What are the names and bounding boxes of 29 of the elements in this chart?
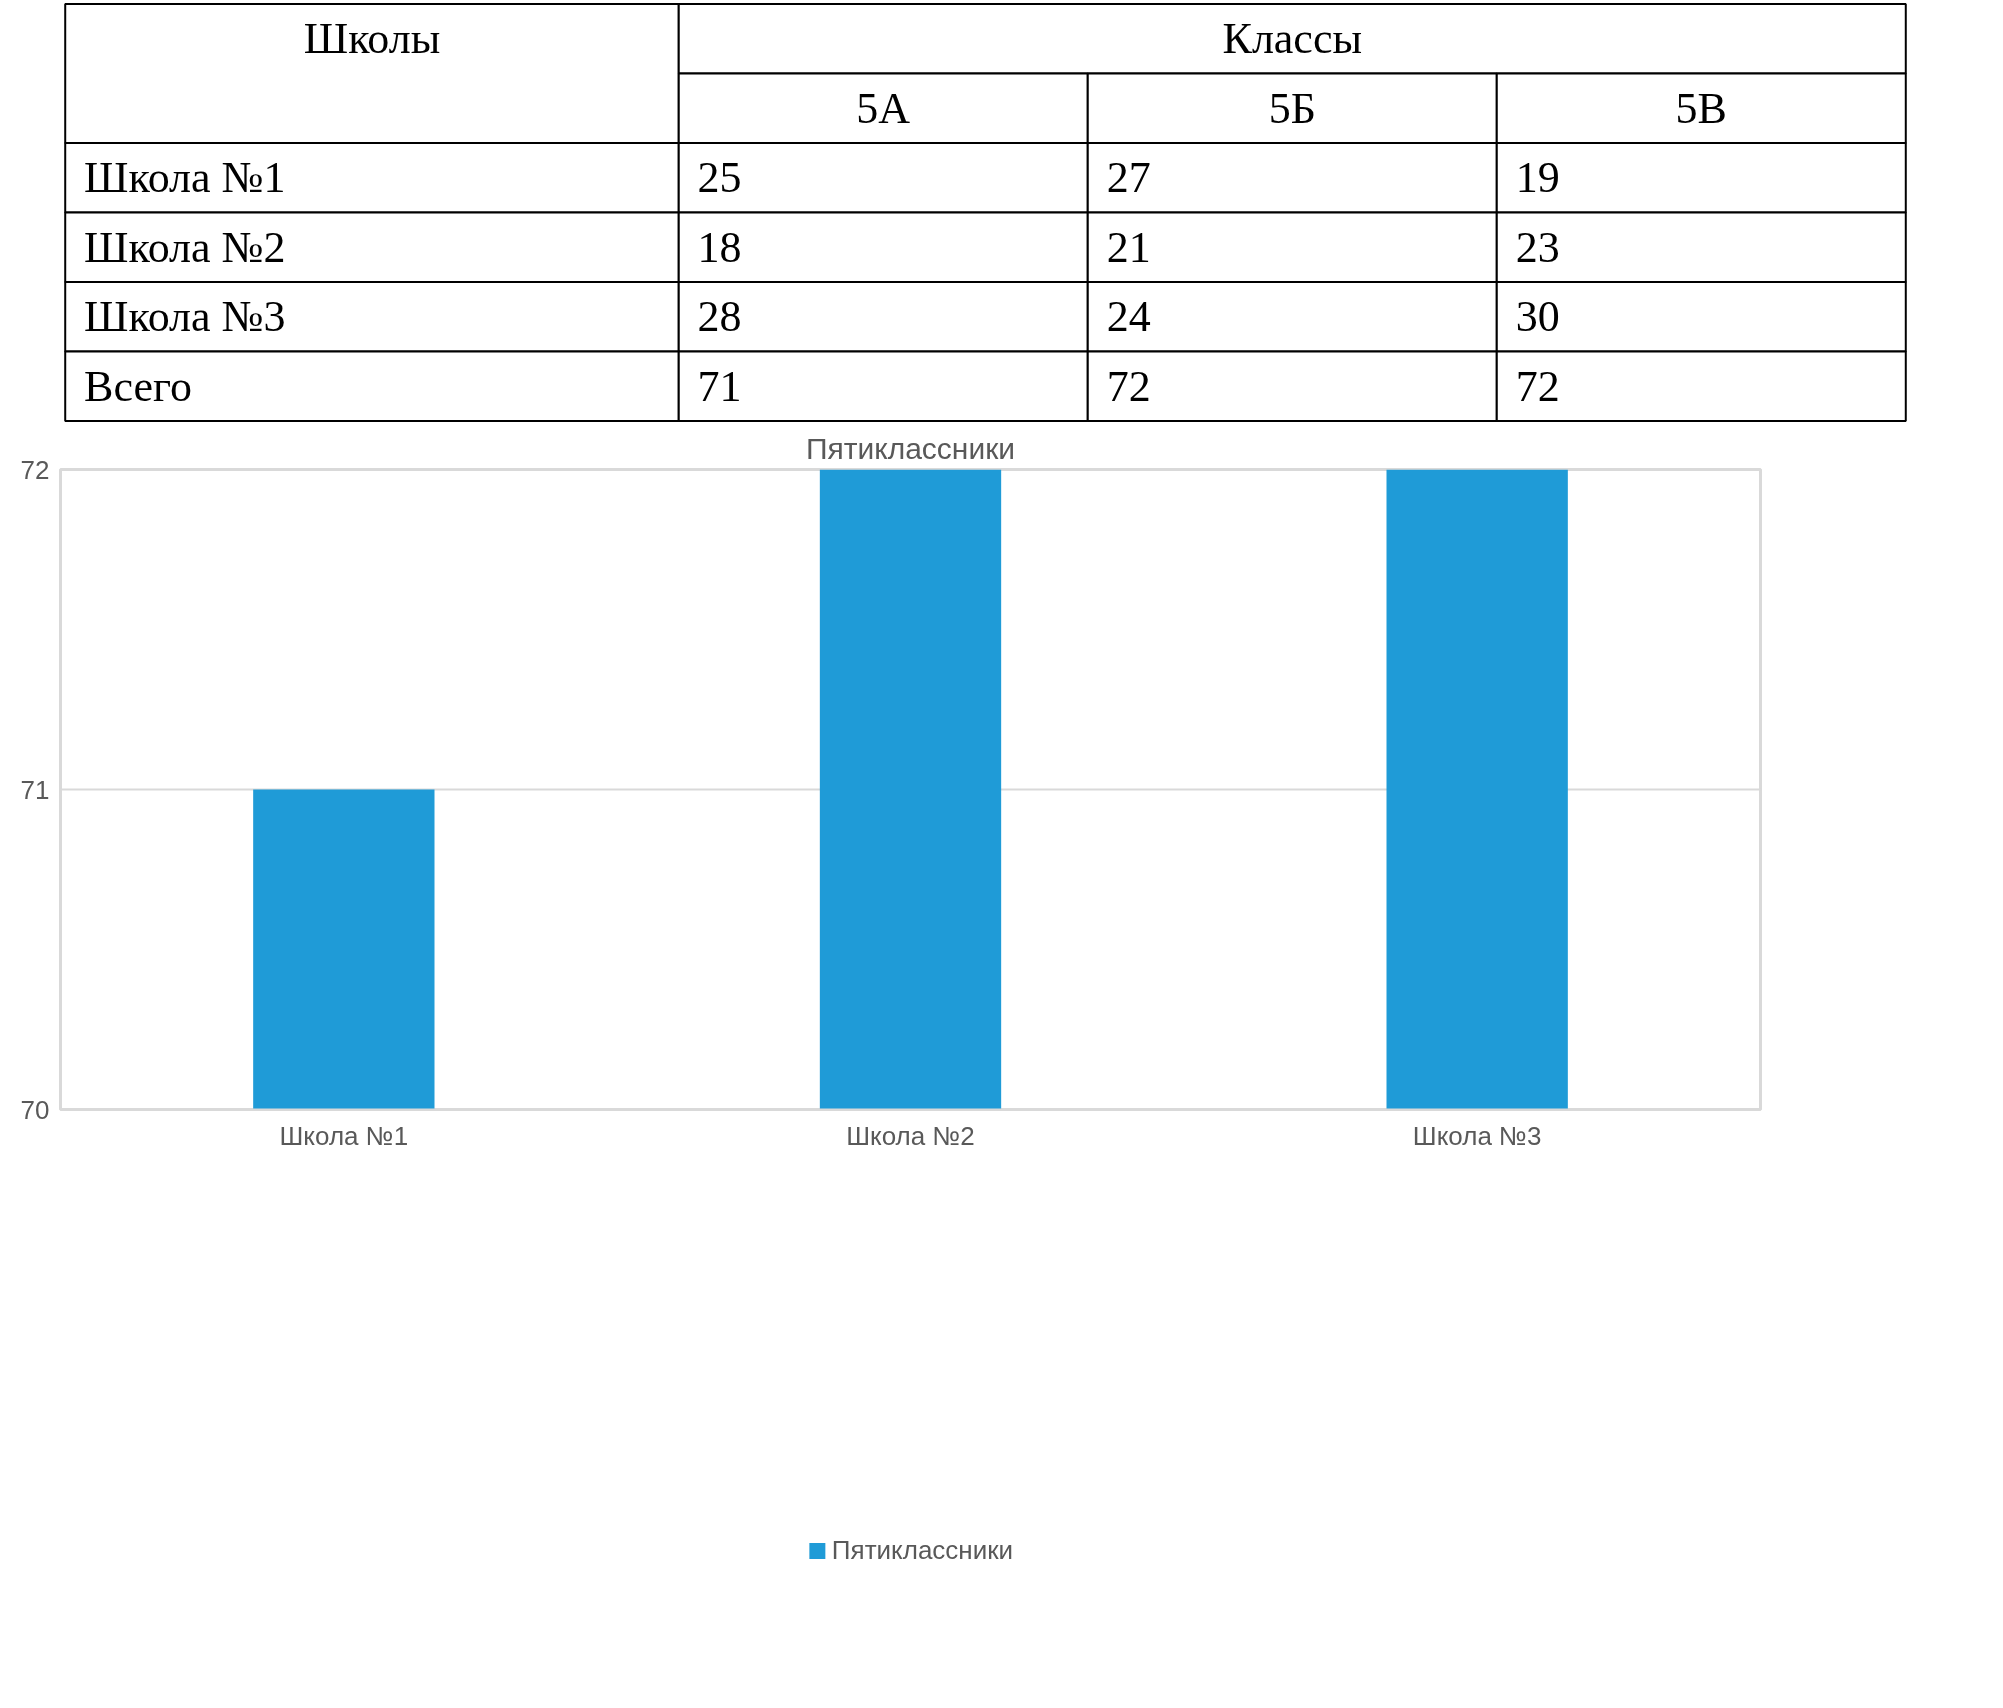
data-label: 19	[1515, 153, 1560, 203]
y-tick-label: 70	[20, 1094, 50, 1125]
data-label: 71	[697, 361, 742, 411]
x-tick-label: Школа №2	[846, 1120, 975, 1151]
legend-label: Пятиклассники	[831, 1534, 1014, 1566]
data-label: 18	[697, 222, 742, 272]
y-tick-label: 72	[20, 454, 50, 485]
x-tick-label: Школа №3	[1412, 1120, 1542, 1151]
data-label: 25	[697, 153, 742, 203]
data-label: 21	[1106, 222, 1151, 272]
data-label: 30	[1515, 292, 1560, 342]
y-tick-label: Школа №3	[84, 292, 286, 342]
x-tick-label: 5В	[1675, 83, 1727, 133]
y-tick-label: Всего	[84, 361, 192, 411]
data-label: 24	[1106, 292, 1151, 342]
x-tick-label: Школа №1	[279, 1120, 409, 1151]
data-label: 23	[1515, 222, 1560, 272]
y-tick-label: 71	[20, 774, 50, 805]
chart-title: Пятиклассники	[805, 431, 1016, 465]
y-axis-title: Школы	[303, 14, 441, 64]
x-tick-label: 5Б	[1268, 83, 1316, 133]
data-label: 27	[1106, 153, 1151, 203]
data-label: 28	[697, 292, 742, 342]
x-tick-label: 5А	[856, 83, 911, 133]
data-label: 72	[1515, 361, 1560, 411]
x-axis-title: Классы	[1222, 14, 1362, 64]
data-label: 72	[1106, 361, 1151, 411]
y-tick-label: Школа №2	[84, 222, 286, 272]
y-tick-label: Школа №1	[84, 153, 286, 203]
